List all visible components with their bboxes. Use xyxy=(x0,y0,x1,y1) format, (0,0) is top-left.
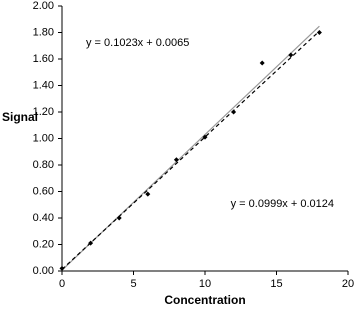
y-tick-label: 1.80 xyxy=(33,26,54,38)
y-tick-label: 1.40 xyxy=(33,79,54,91)
y-tick-label: 0.60 xyxy=(33,185,54,197)
y-tick-label: 2.00 xyxy=(33,0,54,12)
trend-equation: y = 0.0999x + 0.0124 xyxy=(231,198,334,210)
data-point xyxy=(288,52,294,58)
trend-line xyxy=(61,30,320,270)
y-axis-label: Signal xyxy=(2,110,38,124)
y-tick-label: 0.40 xyxy=(33,212,54,224)
x-tick-label: 5 xyxy=(130,278,136,290)
data-point xyxy=(259,60,265,66)
x-tick-label: 10 xyxy=(199,278,211,290)
data-point xyxy=(316,30,322,35)
y-tick-label: 1.00 xyxy=(33,132,54,144)
y-tick-label: 0.20 xyxy=(33,238,54,250)
data-point xyxy=(59,265,65,271)
trend-equation: y = 0.1023x + 0.0065 xyxy=(86,37,189,49)
data-point xyxy=(145,191,151,197)
x-tick-label: 15 xyxy=(270,278,282,290)
y-tick-label: 0.00 xyxy=(33,265,54,277)
data-point xyxy=(202,134,208,140)
y-tick-label: 1.60 xyxy=(33,53,54,65)
data-point xyxy=(88,240,94,246)
data-point xyxy=(116,215,122,221)
data-point xyxy=(173,157,179,163)
x-tick-label: 20 xyxy=(342,278,354,290)
y-tick-label: 1.20 xyxy=(33,106,54,118)
y-tick-label: 0.80 xyxy=(33,159,54,171)
data-point xyxy=(231,109,237,115)
x-axis-label: Concentration xyxy=(164,293,245,307)
x-tick-label: 0 xyxy=(59,278,65,290)
